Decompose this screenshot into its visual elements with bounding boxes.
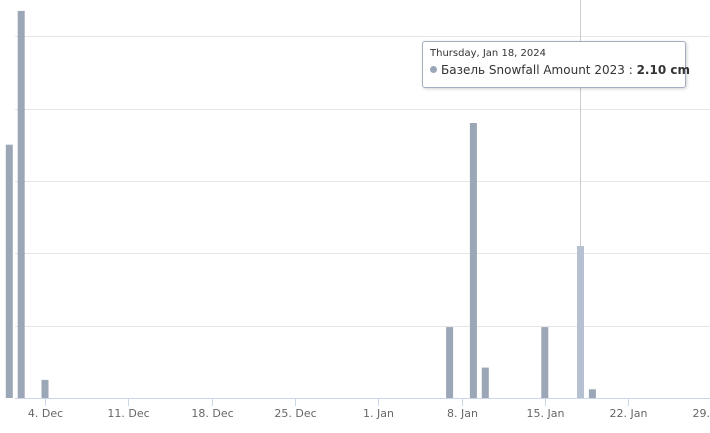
tooltip-separator: : (628, 63, 633, 77)
bar[interactable] (577, 246, 584, 398)
tooltip-value: 2.10 cm (636, 63, 690, 77)
gridlines (15, 36, 710, 327)
bar[interactable] (541, 327, 549, 398)
tooltip-row: Базель Snowfall Amount 2023 : 2.10 cm (430, 62, 690, 78)
bar[interactable] (5, 144, 13, 398)
bar[interactable] (41, 379, 49, 398)
x-tick-label: 11. Dec (107, 407, 149, 420)
x-tick-label: 18. Dec (191, 407, 233, 420)
x-tick-label: 8. Jan (447, 407, 478, 420)
bar[interactable] (481, 367, 489, 398)
tooltip-series-name: Базель Snowfall Amount 2023 (441, 63, 625, 77)
series-marker-icon (430, 66, 437, 73)
x-tick-label: 1. Jan (363, 407, 394, 420)
chart-tooltip: Thursday, Jan 18, 2024 Базель Snowfall A… (422, 41, 690, 88)
x-tick-label: 4. Dec (28, 407, 63, 420)
x-tick-label: 25. Dec (274, 407, 316, 420)
x-tick-label: 22. Jan (610, 407, 648, 420)
x-tick-label: 15. Jan (527, 407, 565, 420)
bar[interactable] (17, 10, 25, 399)
x-tick-label: 29. Jan (693, 407, 710, 420)
bar[interactable] (469, 123, 477, 398)
x-axis: 4. Dec 11. Dec 18. Dec 25. Dec 1. Jan 8. Jan 1… (28, 398, 710, 420)
tooltip-date: Thursday, Jan 18, 2024 (430, 48, 546, 59)
bar-series (5, 10, 596, 399)
bar[interactable] (588, 389, 596, 398)
bar[interactable] (446, 327, 454, 398)
